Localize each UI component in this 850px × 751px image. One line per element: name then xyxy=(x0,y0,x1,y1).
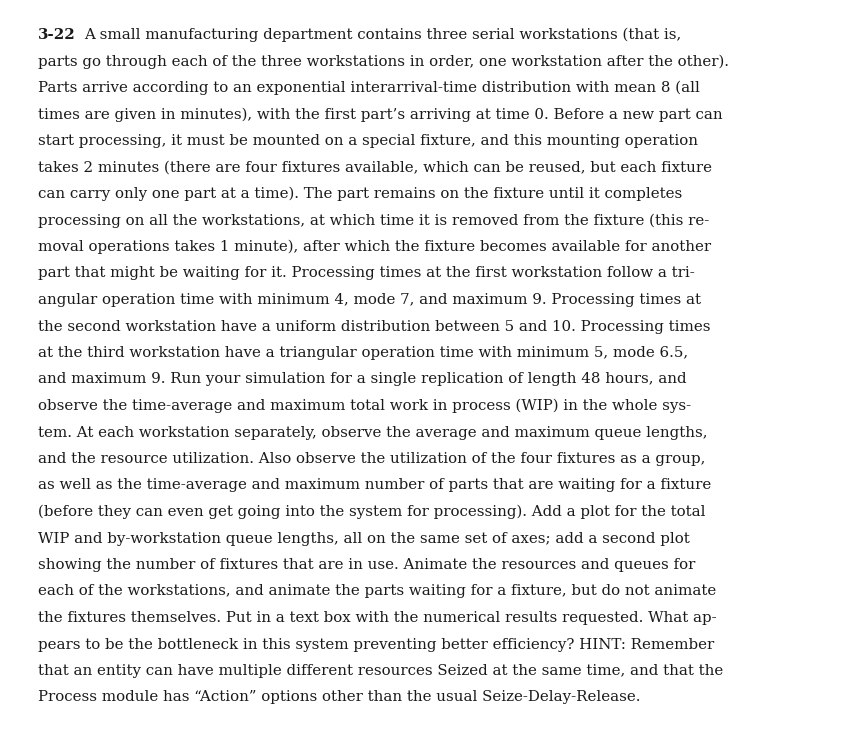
Text: and the resource utilization. Also observe the utilization of the four fixtures : and the resource utilization. Also obser… xyxy=(38,452,705,466)
Text: moval operations takes 1 minute), after which the fixture becomes available for : moval operations takes 1 minute), after … xyxy=(38,240,711,255)
Text: parts go through each of the three workstations in order, one workstation after : parts go through each of the three works… xyxy=(38,55,729,69)
Text: (before they can even get going into the system for processing). Add a plot for : (before they can even get going into the… xyxy=(38,505,705,520)
Text: at the third workstation have a triangular operation time with minimum 5, mode 6: at the third workstation have a triangul… xyxy=(38,346,688,360)
Text: angular operation time with minimum 4, mode 7, and maximum 9. Processing times a: angular operation time with minimum 4, m… xyxy=(38,293,701,307)
Text: as well as the time-average and maximum number of parts that are waiting for a f: as well as the time-average and maximum … xyxy=(38,478,711,493)
Text: part that might be waiting for it. Processing times at the first workstation fol: part that might be waiting for it. Proce… xyxy=(38,267,694,281)
Text: showing the number of fixtures that are in use. Animate the resources and queues: showing the number of fixtures that are … xyxy=(38,558,695,572)
Text: can carry only one part at a time). The part remains on the fixture until it com: can carry only one part at a time). The … xyxy=(38,187,683,201)
Text: tem. At each workstation separately, observe the average and maximum queue lengt: tem. At each workstation separately, obs… xyxy=(38,426,707,439)
Text: the fixtures themselves. Put in a text box with the numerical results requested.: the fixtures themselves. Put in a text b… xyxy=(38,611,717,625)
Text: processing on all the workstations, at which time it is removed from the fixture: processing on all the workstations, at w… xyxy=(38,213,709,228)
Text: 3-22: 3-22 xyxy=(38,28,76,42)
Text: takes 2 minutes (there are four fixtures available, which can be reused, but eac: takes 2 minutes (there are four fixtures… xyxy=(38,161,712,174)
Text: each of the workstations, and animate the parts waiting for a fixture, but do no: each of the workstations, and animate th… xyxy=(38,584,717,599)
Text: the second workstation have a uniform distribution between 5 and 10. Processing : the second workstation have a uniform di… xyxy=(38,319,711,333)
Text: WIP and by-workstation queue lengths, all on the same set of axes; add a second : WIP and by-workstation queue lengths, al… xyxy=(38,532,689,545)
Text: A small manufacturing department contains three serial workstations (that is,: A small manufacturing department contain… xyxy=(84,28,681,42)
Text: and maximum 9. Run your simulation for a single replication of length 48 hours, : and maximum 9. Run your simulation for a… xyxy=(38,372,687,387)
Text: Process module has “Action” options other than the usual Seize-Delay-Release.: Process module has “Action” options othe… xyxy=(38,690,641,704)
Text: Parts arrive according to an exponential interarrival-time distribution with mea: Parts arrive according to an exponential… xyxy=(38,81,700,95)
Text: observe the time-average and maximum total work in process (WIP) in the whole sy: observe the time-average and maximum tot… xyxy=(38,399,691,413)
Text: pears to be the bottleneck in this system preventing better efficiency? HINT: Re: pears to be the bottleneck in this syste… xyxy=(38,638,714,652)
Text: times are given in minutes), with the first part’s arriving at time 0. Before a : times are given in minutes), with the fi… xyxy=(38,107,722,122)
Text: that an entity can have multiple different resources Seized at the same time, an: that an entity can have multiple differe… xyxy=(38,664,723,678)
Text: start processing, it must be mounted on a special fixture, and this mounting ope: start processing, it must be mounted on … xyxy=(38,134,698,148)
